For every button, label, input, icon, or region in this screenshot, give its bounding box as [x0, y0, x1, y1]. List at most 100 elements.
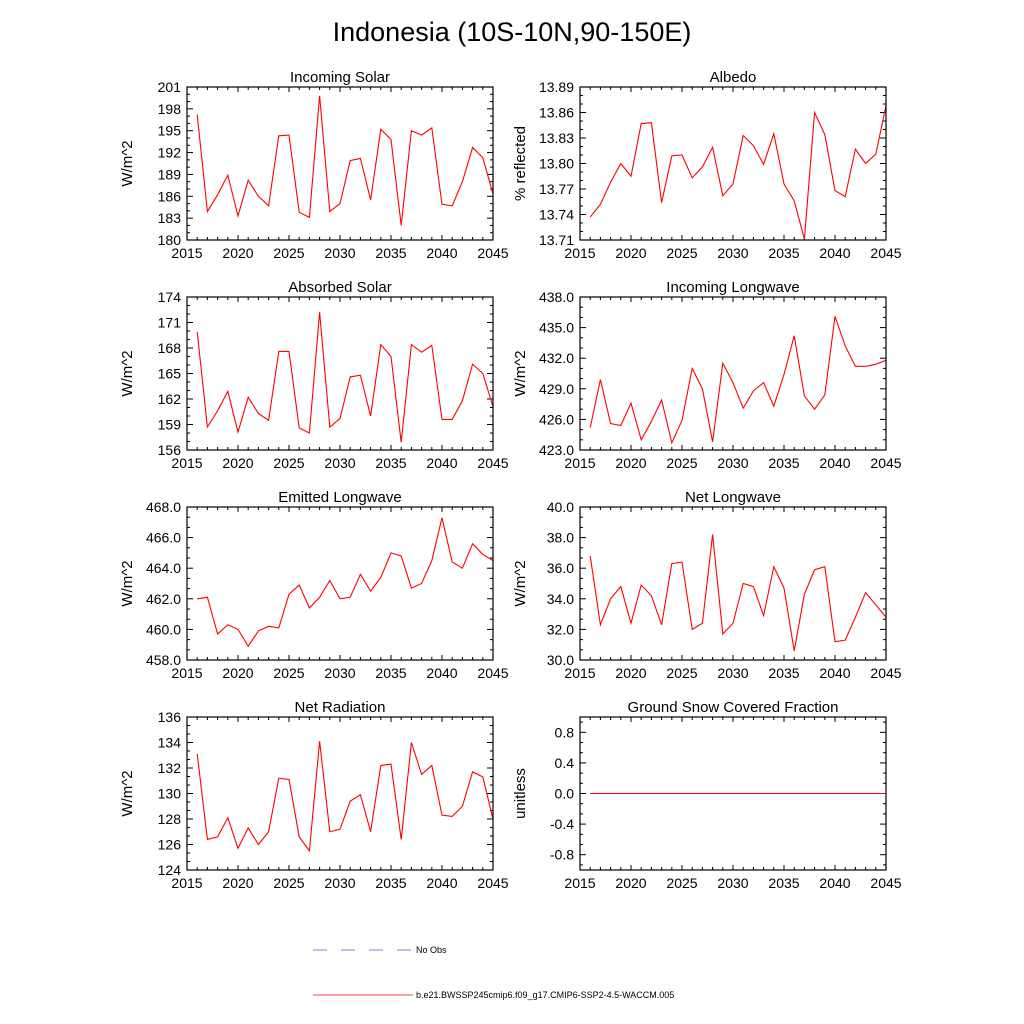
y-tick-label: 0.8	[555, 724, 575, 740]
y-tick-label: 468.0	[146, 499, 181, 515]
x-tick-label: 2035	[768, 455, 799, 471]
x-tick-label: 2040	[819, 245, 850, 261]
panel-title: Absorbed Solar	[288, 279, 391, 296]
panel-incoming-longwave: Incoming Longwave W/m^2 2015 2020 2025 2030 20…	[512, 279, 902, 471]
legend-model-label: b.e21.BWSSP245cmip6.f09_g17.CMIP6-SSP2-4…	[416, 990, 674, 1000]
figure-title: Indonesia (10S-10N,90-150E)	[333, 17, 692, 47]
y-axis-label: % reflected	[512, 126, 529, 201]
x-tick-label: 2020	[222, 875, 253, 891]
x-tick-label: 2045	[870, 455, 901, 471]
y-tick-label: 13.74	[539, 207, 574, 223]
legend-obs-label: No Obs	[416, 945, 447, 955]
y-tick-label: 429.0	[539, 381, 574, 397]
x-tick-label: 2025	[273, 665, 304, 681]
panel-title: Emitted Longwave	[278, 489, 401, 506]
x-tick-label: 2015	[564, 245, 595, 261]
series-line-incoming-solar	[196, 95, 494, 226]
y-tick-label: 0.4	[555, 755, 575, 771]
x-tick-label: 2020	[615, 245, 646, 261]
y-tick-label: 426.0	[539, 411, 574, 427]
x-tick-label: 2045	[870, 245, 901, 261]
x-tick-label: 2030	[717, 455, 748, 471]
y-axis-label: W/m^2	[119, 140, 136, 186]
y-tick-label: 198	[158, 101, 182, 117]
panel-absorbed-solar: Absorbed Solar W/m^2 2015 2020 2025 2030 2035 2…	[119, 279, 509, 471]
y-tick-label: 13.80	[539, 156, 574, 172]
y-tick-label: -0.4	[550, 816, 574, 832]
x-tick-label: 2025	[666, 875, 697, 891]
y-tick-label: 13.83	[539, 130, 574, 146]
y-tick-label: 124	[158, 862, 182, 878]
x-tick-label: 2035	[375, 665, 406, 681]
y-tick-label: 126	[158, 837, 182, 853]
x-tick-label: 2045	[870, 875, 901, 891]
x-tick-label: 2020	[615, 875, 646, 891]
y-tick-label: 0.0	[555, 786, 575, 802]
x-tick-label: 2020	[222, 245, 253, 261]
x-tick-label: 2035	[375, 245, 406, 261]
y-tick-label: 438.0	[539, 289, 574, 305]
y-tick-label: 13.86	[539, 105, 574, 121]
y-tick-label: 134	[158, 735, 182, 751]
y-tick-label: 189	[158, 166, 182, 182]
series-line-emitted-longwave	[197, 517, 494, 648]
y-tick-label: 38.0	[547, 530, 574, 546]
x-tick-label: 2040	[426, 875, 457, 891]
y-tick-label: 466.0	[146, 530, 181, 546]
panel-title: Albedo	[710, 69, 757, 86]
y-axis-label: W/m^2	[512, 350, 529, 396]
panel-albedo: Albedo % reflected 2015 2020 2025 2030 2035 204…	[512, 69, 902, 261]
x-tick-label: 2025	[273, 455, 304, 471]
y-tick-label: 34.0	[547, 591, 574, 607]
x-tick-label: 2020	[615, 455, 646, 471]
legend: No Obs b.e21.BWSSP245cmip6.f09_g17.CMIP6…	[313, 945, 674, 1000]
y-tick-label: 464.0	[146, 560, 181, 576]
y-tick-label: 201	[158, 79, 182, 95]
y-tick-label: 186	[158, 188, 182, 204]
y-tick-label: 156	[158, 442, 182, 458]
x-tick-label: 2030	[717, 875, 748, 891]
panel-title: Incoming Longwave	[666, 279, 799, 296]
y-tick-label: 462.0	[146, 591, 181, 607]
y-tick-label: 159	[158, 417, 182, 433]
x-tick-label: 2045	[870, 665, 901, 681]
y-tick-label: 132	[158, 760, 182, 776]
panel-title: Incoming Solar	[290, 69, 390, 86]
panel-title: Net Radiation	[295, 699, 386, 716]
x-tick-label: 2030	[324, 875, 355, 891]
y-tick-label: 165	[158, 366, 182, 382]
y-tick-label: 192	[158, 145, 182, 161]
panels: Incoming Solar W/m^2 2015 2020 2025 2030 2035 2…	[119, 69, 902, 891]
x-tick-label: 2015	[171, 455, 202, 471]
x-tick-label: 2040	[426, 245, 457, 261]
x-tick-label: 2040	[819, 665, 850, 681]
x-tick-label: 2035	[768, 245, 799, 261]
y-axis-label: W/m^2	[512, 560, 529, 606]
y-tick-label: 195	[158, 123, 182, 139]
panel-title: Ground Snow Covered Fraction	[628, 699, 839, 716]
x-tick-label: 2045	[477, 665, 508, 681]
x-tick-label: 2025	[666, 245, 697, 261]
x-tick-label: 2035	[768, 875, 799, 891]
x-tick-label: 2025	[273, 875, 304, 891]
x-tick-label: 2030	[717, 245, 748, 261]
y-tick-label: 171	[158, 315, 182, 331]
panel-emitted-longwave: Emitted Longwave W/m^2 2015 2020 2025 2030 203…	[119, 489, 509, 681]
y-tick-label: 432.0	[539, 350, 574, 366]
x-tick-label: 2015	[564, 875, 595, 891]
y-axis-label: W/m^2	[119, 560, 136, 606]
series-line-incoming-longwave	[589, 316, 887, 445]
series-line-absorbed-solar	[196, 312, 494, 443]
y-tick-label: 130	[158, 786, 182, 802]
y-tick-label: 168	[158, 340, 182, 356]
y-tick-label: -0.8	[550, 847, 574, 863]
y-tick-label: 423.0	[539, 442, 574, 458]
plot-frame	[579, 506, 887, 661]
x-tick-label: 2020	[615, 665, 646, 681]
x-tick-label: 2030	[324, 245, 355, 261]
plot-frame	[186, 86, 494, 241]
x-tick-label: 2015	[171, 665, 202, 681]
y-tick-label: 435.0	[539, 320, 574, 336]
plot-frame	[186, 296, 494, 451]
